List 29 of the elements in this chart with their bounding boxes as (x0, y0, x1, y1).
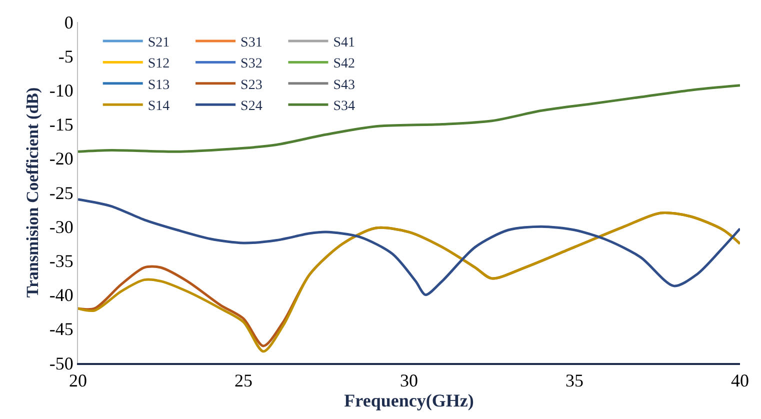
legend-label: S32 (240, 56, 262, 72)
x-tick-label: 35 (566, 370, 584, 390)
legend-label: S14 (148, 99, 170, 114)
legend-label: S23 (240, 78, 262, 93)
legend-label: S42 (333, 56, 356, 72)
legend-label: S13 (148, 78, 170, 93)
legend-label: S24 (240, 99, 262, 114)
y-tick-label: -45 (49, 319, 74, 340)
x-axis-title: Frequency(GHz) (344, 390, 474, 410)
legend-label: S34 (333, 99, 356, 114)
legend-label: S41 (333, 35, 356, 50)
y-tick-label: -20 (49, 148, 74, 169)
x-tick-label: 30 (400, 370, 418, 390)
y-tick-label: -30 (49, 216, 74, 237)
y-tick-label: -35 (49, 251, 74, 271)
y-tick-label: -15 (49, 114, 74, 135)
y-tick-label: 0 (64, 12, 74, 32)
y-tick-label: -10 (49, 80, 74, 100)
y-tick-label: -5 (58, 46, 74, 66)
legend-label: S21 (148, 35, 170, 50)
x-tick-label: 40 (731, 370, 749, 390)
y-axis-title: Transmision Coefficient (dB) (22, 87, 42, 298)
x-tick-label: 25 (234, 370, 252, 390)
legend-label: S43 (333, 78, 356, 93)
legend-label: S31 (240, 35, 262, 50)
legend-label: S12 (148, 56, 170, 72)
y-tick-label: -25 (49, 182, 74, 203)
y-tick-label: -40 (49, 285, 74, 306)
line-series (78, 198, 740, 296)
